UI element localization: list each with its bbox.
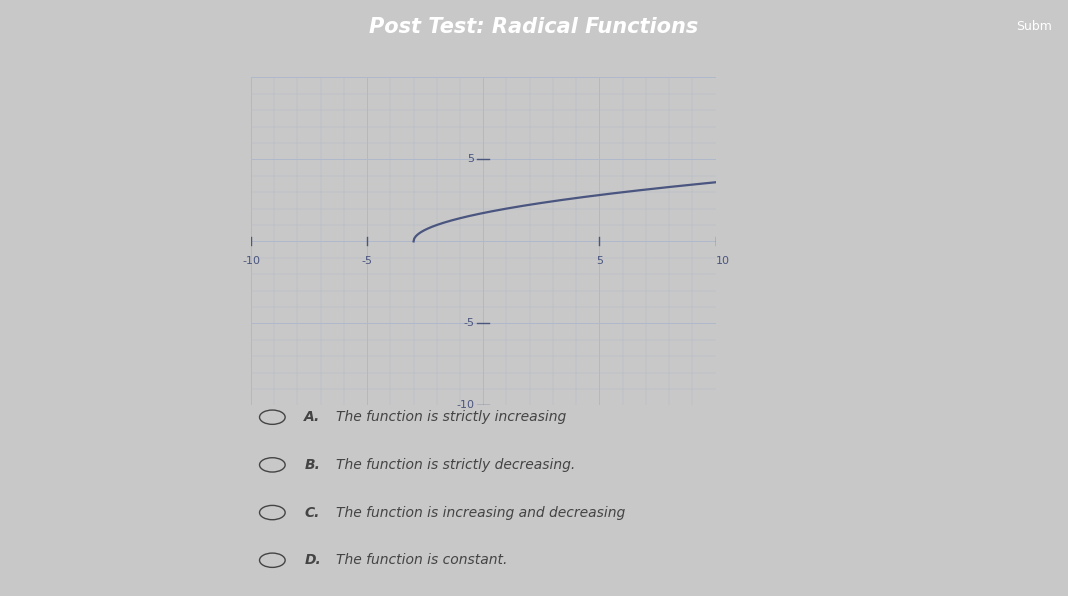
Text: -10: -10	[456, 401, 474, 410]
Text: B.: B.	[304, 458, 320, 472]
Text: 10: 10	[716, 256, 729, 266]
Text: Post Test: Radical Functions: Post Test: Radical Functions	[370, 17, 698, 37]
Text: The function is strictly increasing: The function is strictly increasing	[336, 410, 567, 424]
Text: The function is constant.: The function is constant.	[336, 553, 507, 567]
Text: 5: 5	[596, 256, 603, 266]
Text: Subm: Subm	[1016, 20, 1052, 33]
Text: -10: -10	[242, 256, 260, 266]
Text: C.: C.	[304, 505, 319, 520]
Text: -5: -5	[362, 256, 373, 266]
Text: A.: A.	[304, 410, 320, 424]
Text: D.: D.	[304, 553, 321, 567]
Text: The function is strictly decreasing.: The function is strictly decreasing.	[336, 458, 576, 472]
Text: -5: -5	[464, 318, 474, 328]
Text: The function is increasing and decreasing: The function is increasing and decreasin…	[336, 505, 626, 520]
Text: 5: 5	[467, 154, 474, 164]
